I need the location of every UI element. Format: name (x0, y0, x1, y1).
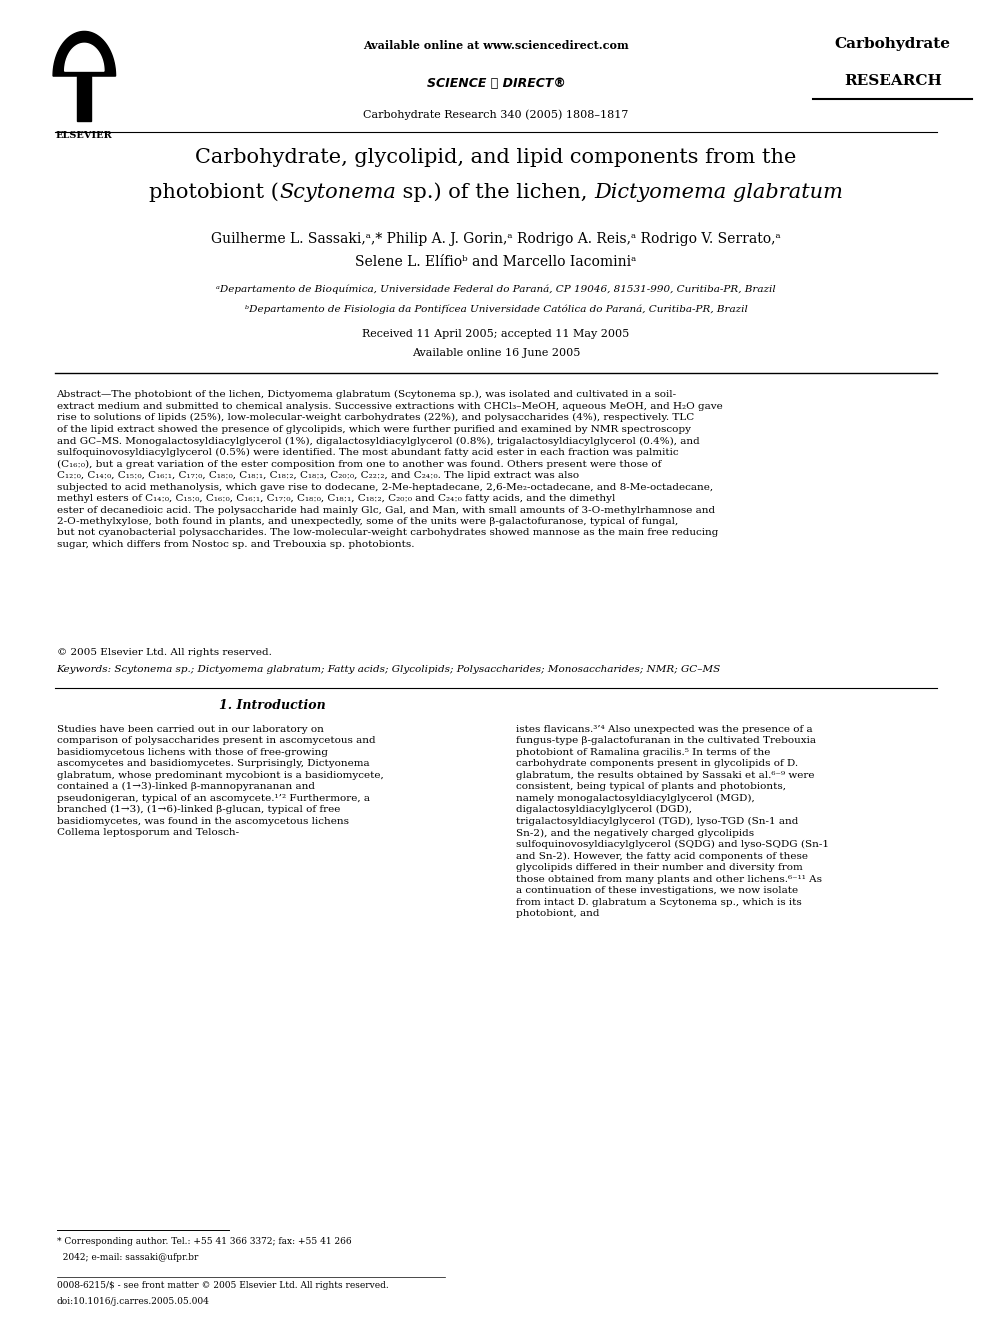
Text: Scytonema: Scytonema (279, 183, 396, 201)
Text: 0008-6215/$ - see front matter © 2005 Elsevier Ltd. All rights reserved.: 0008-6215/$ - see front matter © 2005 El… (57, 1281, 388, 1290)
Text: Carbohydrate, glycolipid, and lipid components from the: Carbohydrate, glycolipid, and lipid comp… (195, 148, 797, 167)
Text: Dictyomema glabratum: Dictyomema glabratum (594, 183, 843, 201)
Text: ELSEVIER: ELSEVIER (56, 131, 113, 140)
Text: Available online 16 June 2005: Available online 16 June 2005 (412, 348, 580, 359)
Text: ᵃDepartamento de Bioquímica, Universidade Federal do Paraná, CP 19046, 81531-990: ᵃDepartamento de Bioquímica, Universidad… (216, 284, 776, 294)
Text: ᵇDepartamento de Fisiologia da Pontifícea Universidade Católica do Paraná, Curit: ᵇDepartamento de Fisiologia da Pontifíce… (245, 304, 747, 314)
Text: 1. Introduction: 1. Introduction (219, 699, 325, 712)
Text: Selene L. Elífioᵇ and Marcello Iacominiᵃ: Selene L. Elífioᵇ and Marcello Iacominiᵃ (355, 255, 637, 270)
Text: RESEARCH: RESEARCH (844, 74, 941, 89)
Text: Abstract—The photobiont of the lichen, Dictyomema glabratum (Scytonema sp.), was: Abstract—The photobiont of the lichen, D… (57, 390, 722, 549)
Text: doi:10.1016/j.carres.2005.05.004: doi:10.1016/j.carres.2005.05.004 (57, 1297, 209, 1306)
Text: SCIENCE ⓐ DIRECT®: SCIENCE ⓐ DIRECT® (427, 77, 565, 90)
Text: Studies have been carried out in our laboratory on
comparison of polysaccharides: Studies have been carried out in our lab… (57, 725, 383, 837)
Text: Guilherme L. Sassaki,ᵃ,* Philip A. J. Gorin,ᵃ Rodrigo A. Reis,ᵃ Rodrigo V. Serra: Guilherme L. Sassaki,ᵃ,* Philip A. J. Go… (211, 232, 781, 246)
Text: photobiont (: photobiont ( (149, 183, 279, 202)
Text: sp.) of the lichen,: sp.) of the lichen, (396, 183, 594, 202)
Polygon shape (54, 32, 115, 75)
Text: istes flavicans.³’⁴ Also unexpected was the presence of a
fungus-type β-galactof: istes flavicans.³’⁴ Also unexpected was … (516, 725, 829, 918)
Text: 2042; e-mail: sassaki@ufpr.br: 2042; e-mail: sassaki@ufpr.br (57, 1253, 198, 1262)
Polygon shape (64, 44, 104, 71)
Polygon shape (77, 75, 91, 120)
Text: Available online at www.sciencedirect.com: Available online at www.sciencedirect.co… (363, 40, 629, 50)
Text: * Corresponding author. Tel.: +55 41 366 3372; fax: +55 41 266: * Corresponding author. Tel.: +55 41 366… (57, 1237, 351, 1246)
Text: © 2005 Elsevier Ltd. All rights reserved.: © 2005 Elsevier Ltd. All rights reserved… (57, 648, 272, 658)
Text: Received 11 April 2005; accepted 11 May 2005: Received 11 April 2005; accepted 11 May … (362, 329, 630, 340)
Text: Carbohydrate: Carbohydrate (835, 37, 950, 52)
Text: Carbohydrate Research 340 (2005) 1808–1817: Carbohydrate Research 340 (2005) 1808–18… (363, 110, 629, 120)
Text: Keywords: Scytonema sp.; Dictyomema glabratum; Fatty acids; Glycolipids; Polysac: Keywords: Scytonema sp.; Dictyomema glab… (57, 665, 721, 675)
